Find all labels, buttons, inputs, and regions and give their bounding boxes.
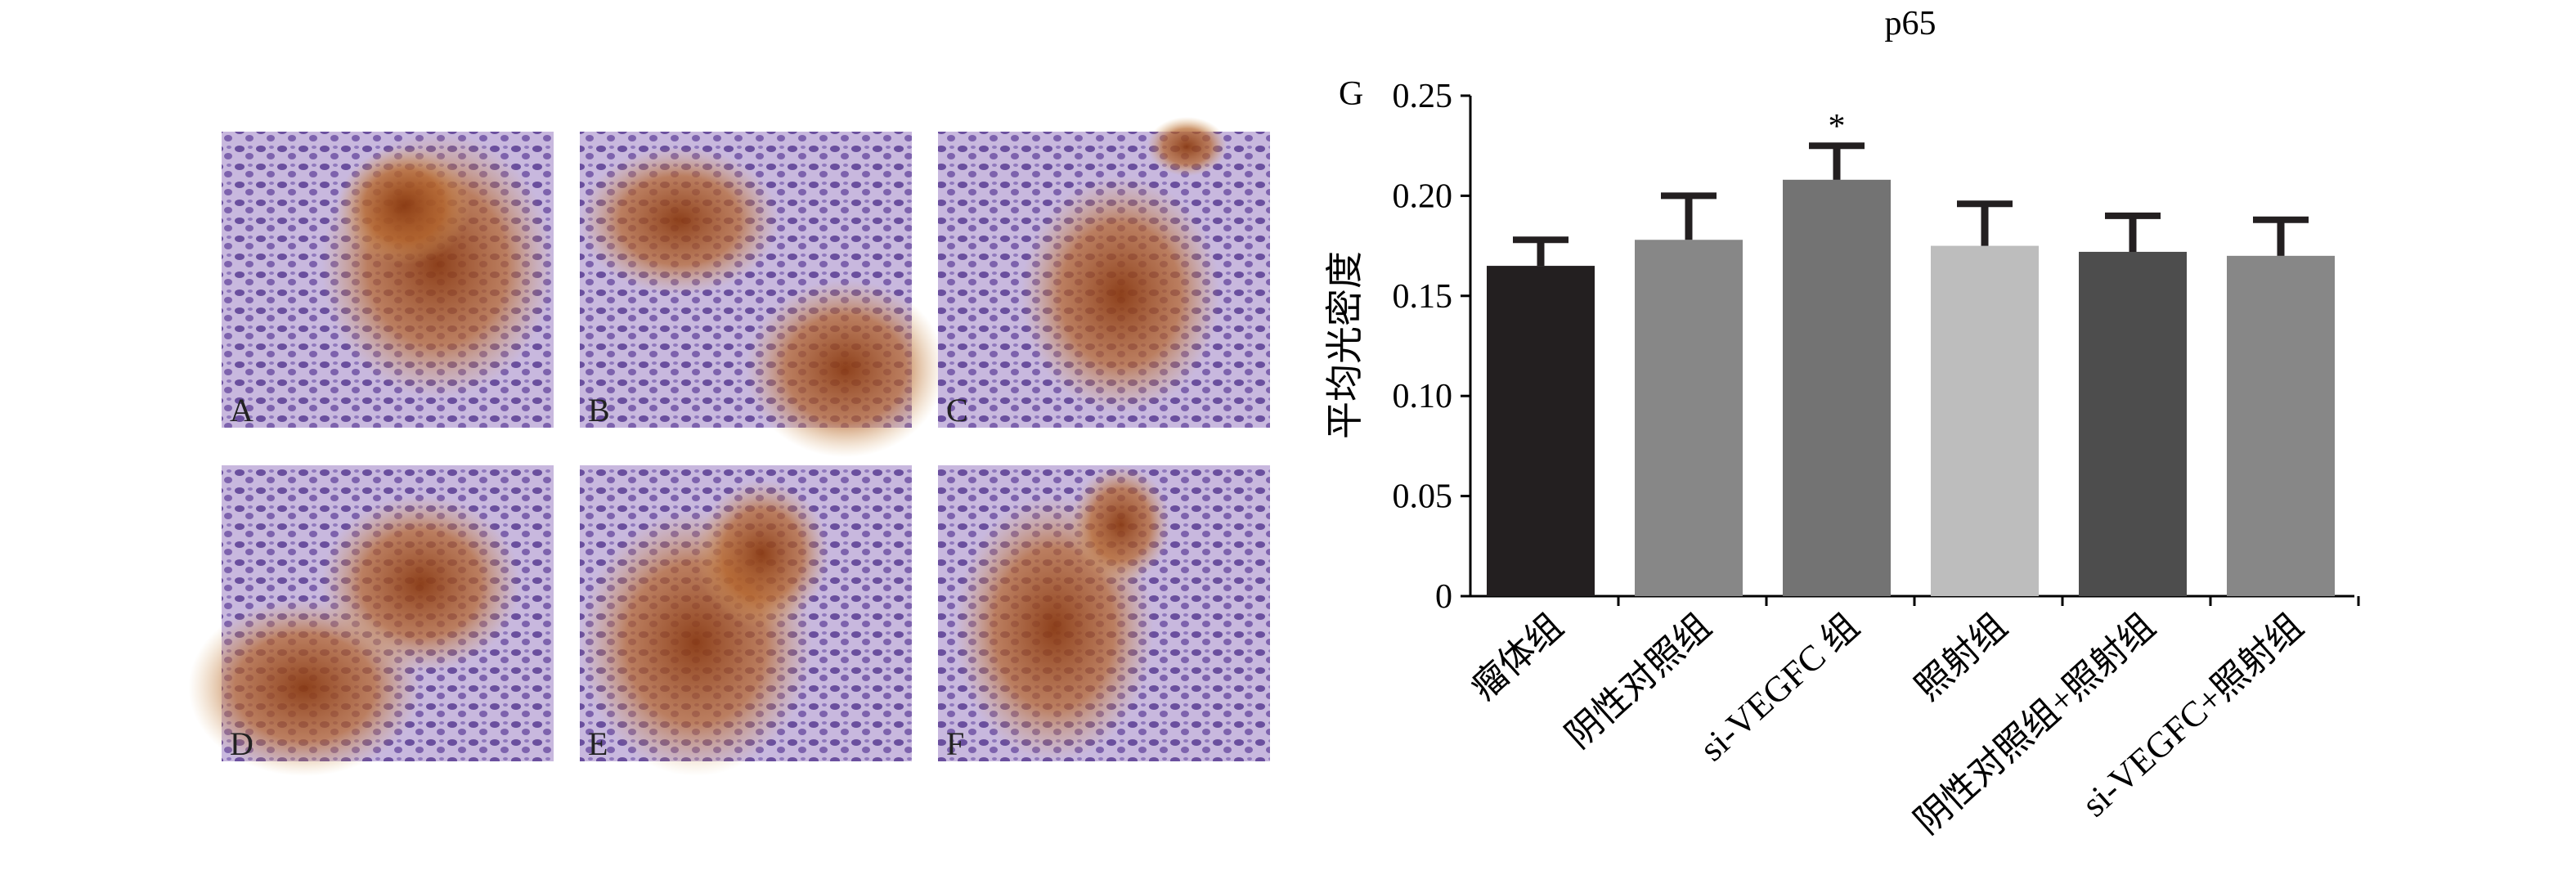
chart-title: p65 [1885, 5, 1936, 43]
error-bar [1809, 142, 1865, 180]
stain-region [188, 598, 421, 777]
error-bar [2253, 216, 2309, 256]
y-tick-label: 0.25 [1393, 78, 1453, 115]
bar [1635, 240, 1743, 596]
panel-label: E [588, 725, 608, 762]
y-tick-label: 0.20 [1393, 177, 1453, 215]
bar [1487, 266, 1595, 596]
error-bar [2105, 212, 2161, 252]
x-tick-label: 照射组 [1908, 606, 2015, 708]
y-tick-label: 0.10 [1393, 378, 1453, 415]
image-panel: B [580, 132, 945, 458]
stain-region [696, 480, 829, 629]
error-bar [1661, 192, 1717, 240]
stain-region [338, 146, 471, 265]
panel-label: C [946, 392, 968, 429]
image-panel: E [580, 465, 912, 777]
x-tick-label: si-VEGFC 组 [1692, 606, 1867, 769]
x-tick-label: 阴性对照组+照射组 [1907, 606, 2163, 842]
x-tick-label: 阴性对照组 [1558, 606, 1718, 756]
stain-region [1070, 465, 1171, 584]
error-bar [1513, 236, 1568, 267]
image-panel: A [222, 132, 554, 429]
x-tick-label: 瘤体组 [1464, 606, 1571, 708]
panel-label: A [230, 392, 254, 429]
bar [2079, 251, 2187, 596]
image-panel: D [188, 465, 554, 777]
y-tick-label: 0.15 [1393, 278, 1453, 316]
y-axis-label: 平均光密度 [1324, 251, 1366, 439]
significance-mark: * [1829, 108, 1846, 146]
bar [1783, 179, 1891, 597]
stain-region [1147, 116, 1227, 177]
panel-label: D [230, 725, 254, 762]
stain-region [746, 280, 945, 458]
image-panel: C [938, 116, 1270, 429]
panel-label: B [588, 392, 610, 429]
bar [2227, 255, 2335, 596]
y-tick-label: 0 [1435, 578, 1452, 616]
bar [1931, 245, 2039, 596]
stain-region [1021, 176, 1221, 413]
panel-label: F [946, 725, 964, 762]
y-tick-label: 0.05 [1393, 478, 1453, 516]
image-panel: F [938, 465, 1270, 762]
panel-label: G [1339, 75, 1363, 113]
image-panels: A B C D E F [188, 116, 1270, 777]
stain-region [580, 146, 779, 295]
error-bar [1957, 200, 2013, 246]
